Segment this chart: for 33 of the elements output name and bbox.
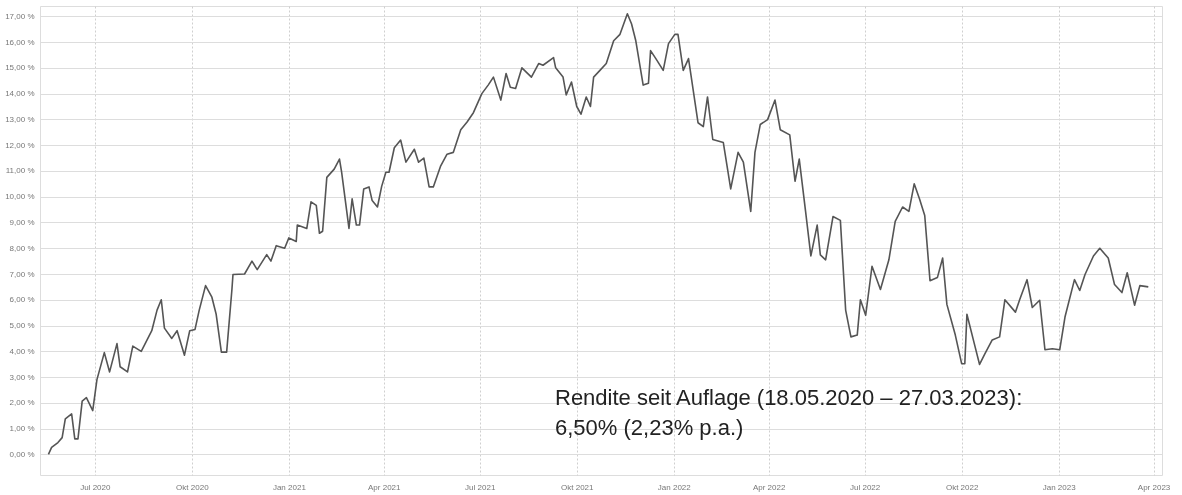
y-tick-label: 14,00 %: [5, 89, 35, 99]
y-tick-label: 8,00 %: [9, 243, 35, 253]
y-tick-label: 7,00 %: [9, 269, 35, 279]
x-tick-label: Jul 2021: [465, 482, 496, 492]
y-tick-label: 3,00 %: [9, 372, 35, 382]
annotation: Rendite seit Auflage (18.05.2020 – 27.03.2023):: [555, 385, 1023, 410]
x-tick-label: Jan 2023: [1042, 482, 1077, 492]
y-tick-label: 17,00 %: [5, 11, 35, 21]
y-tick-label: 11,00 %: [5, 166, 35, 176]
y-tick-label: 15,00 %: [5, 63, 35, 73]
x-tick-label: Jan 2021: [272, 482, 307, 492]
y-tick-label: 12,00 %: [5, 140, 35, 150]
x-tick-label: Apr 2022: [752, 482, 786, 492]
y-tick-label: 0,00 %: [9, 449, 35, 459]
y-tick-label: 10,00 %: [5, 192, 35, 202]
x-tick-label: Jul 2022: [850, 482, 881, 492]
x-tick-label: Jul 2020: [80, 482, 112, 492]
y-tick-label: 13,00 %: [5, 114, 35, 124]
line-series: [47, 12, 1150, 456]
y-tick-label: 1,00 %: [9, 424, 35, 434]
x-tick-label: Okt 2022: [945, 482, 979, 492]
x-tick-label: Okt 2021: [561, 482, 595, 492]
y-tick-label: 4,00 %: [9, 346, 35, 356]
x-tick-label: Apr 2023: [1137, 482, 1171, 492]
y-tick-label: 6,00 %: [9, 295, 35, 305]
y-tick-label: 5,00 %: [9, 321, 35, 331]
x-tick-label: Jan 2022: [657, 482, 692, 492]
x-tick-label: Apr 2021: [368, 482, 402, 492]
annotation: 6,50% (2,23% p.a.): [555, 415, 744, 440]
x-tick-label: Okt 2020: [176, 482, 210, 492]
y-tick-label: 9,00 %: [9, 217, 35, 227]
y-tick-label: 2,00 %: [9, 398, 35, 408]
y-tick-label: 16,00 %: [5, 37, 35, 47]
